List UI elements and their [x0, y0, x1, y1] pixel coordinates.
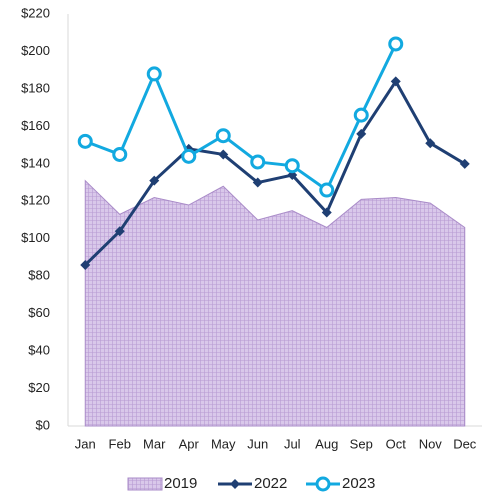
marker: [114, 226, 125, 237]
y-tick-label: $60: [28, 305, 50, 320]
x-tick-label: Apr: [179, 436, 200, 451]
marker: [356, 128, 367, 139]
marker: [250, 154, 266, 170]
legend-marker: [230, 479, 240, 489]
marker: [146, 66, 162, 82]
x-tick-label: Aug: [315, 436, 338, 451]
marker: [112, 146, 128, 162]
x-tick-label: Feb: [109, 436, 131, 451]
x-tick-label: Nov: [419, 436, 443, 451]
x-tick-label: Jul: [284, 436, 301, 451]
marker: [321, 207, 332, 218]
x-tick-label: May: [211, 436, 236, 451]
y-tick-label: $0: [36, 417, 50, 432]
x-tick-label: Oct: [386, 436, 407, 451]
x-tick-label: Dec: [453, 436, 477, 451]
legend-item: 2022: [218, 475, 287, 492]
x-tick-label: Sep: [350, 436, 373, 451]
marker: [218, 149, 229, 160]
marker: [80, 259, 91, 270]
marker: [215, 128, 231, 144]
marker: [284, 158, 300, 174]
y-tick-label: $120: [21, 193, 50, 208]
marker: [252, 177, 263, 188]
line: [84, 43, 398, 192]
x-tick-label: Jun: [247, 436, 268, 451]
marker: [77, 133, 93, 149]
legend-item: 2019: [127, 475, 197, 492]
legend-label: 2022: [254, 475, 287, 492]
marker: [425, 138, 436, 149]
y-tick-label: $100: [21, 230, 50, 245]
y-tick-label: $40: [28, 343, 50, 358]
x-tick-label: Jan: [75, 436, 96, 451]
y-tick-label: $140: [21, 155, 50, 170]
y-tick-label: $200: [21, 43, 50, 58]
legend-label: 2019: [164, 475, 197, 492]
legend-item: 2023: [306, 475, 375, 492]
line: [84, 79, 466, 267]
y-tick-label: $220: [21, 5, 50, 20]
legend-marker: [315, 476, 331, 492]
marker: [181, 148, 197, 164]
y-tick-label: $20: [28, 380, 50, 395]
legend-label: 2023: [342, 475, 375, 492]
marker: [149, 175, 160, 186]
x-tick-label: Mar: [143, 436, 166, 451]
marker: [388, 36, 404, 52]
area: [84, 179, 466, 427]
marker: [459, 158, 470, 169]
marker: [319, 182, 335, 198]
marker: [353, 107, 369, 123]
y-tick-label: $180: [21, 80, 50, 95]
marker: [390, 76, 401, 87]
legend-swatch: [127, 477, 163, 491]
y-tick-label: $80: [28, 268, 50, 283]
y-tick-label: $160: [21, 118, 50, 133]
